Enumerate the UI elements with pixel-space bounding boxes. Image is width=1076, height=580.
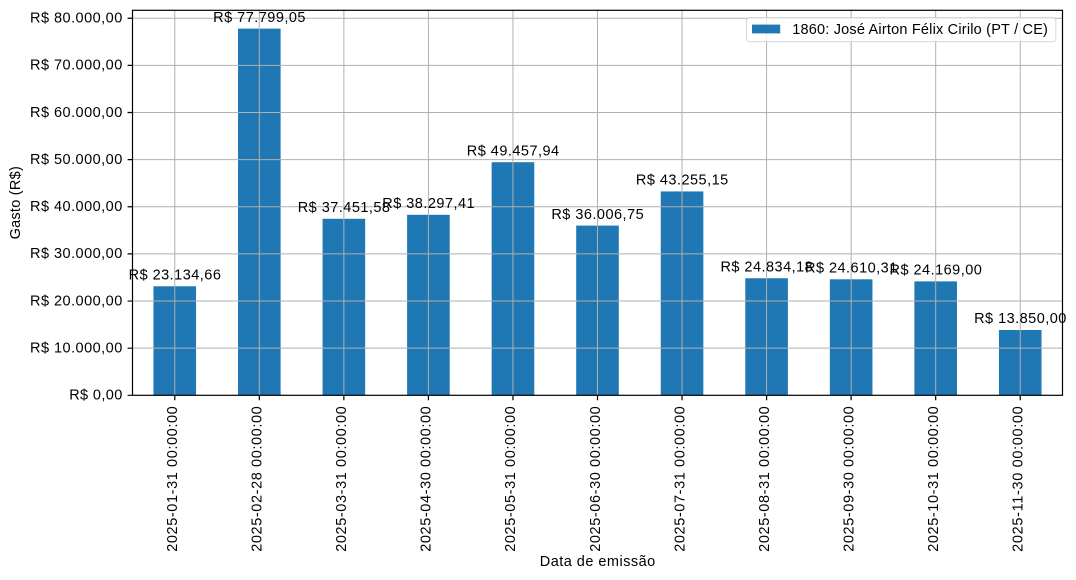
svg-text:R$ 60.000,00: R$ 60.000,00 [30, 105, 122, 121]
svg-text:R$ 24.610,31: R$ 24.610,31 [805, 261, 897, 277]
svg-text:2025-03-31 00:00:00: 2025-03-31 00:00:00 [334, 406, 350, 552]
svg-text:2025-10-31 00:00:00: 2025-10-31 00:00:00 [926, 406, 942, 552]
svg-text:2025-01-31 00:00:00: 2025-01-31 00:00:00 [165, 406, 181, 552]
svg-text:R$ 77.799,05: R$ 77.799,05 [213, 10, 305, 26]
svg-text:R$ 36.006,75: R$ 36.006,75 [551, 207, 643, 223]
svg-text:R$ 38.297,41: R$ 38.297,41 [382, 196, 474, 212]
svg-text:R$ 23.134,66: R$ 23.134,66 [129, 267, 221, 283]
svg-text:Data de emissão: Data de emissão [540, 554, 656, 570]
svg-text:R$ 10.000,00: R$ 10.000,00 [30, 340, 122, 356]
svg-text:1860: José Airton Félix Cirilo: 1860: José Airton Félix Cirilo (PT / CE) [792, 22, 1048, 38]
svg-text:2025-05-31 00:00:00: 2025-05-31 00:00:00 [503, 406, 519, 552]
svg-text:R$ 0,00: R$ 0,00 [69, 388, 122, 404]
svg-text:R$ 24.169,00: R$ 24.169,00 [890, 263, 982, 279]
svg-text:R$ 80.000,00: R$ 80.000,00 [30, 11, 122, 27]
svg-text:2025-04-30 00:00:00: 2025-04-30 00:00:00 [419, 406, 435, 551]
svg-text:2025-02-28 00:00:00: 2025-02-28 00:00:00 [250, 406, 266, 552]
svg-text:Gasto (R$): Gasto (R$) [8, 166, 24, 239]
svg-text:2025-08-31 00:00:00: 2025-08-31 00:00:00 [757, 406, 773, 552]
svg-text:R$ 49.457,94: R$ 49.457,94 [467, 143, 559, 159]
svg-text:R$ 40.000,00: R$ 40.000,00 [30, 199, 122, 215]
svg-text:R$ 50.000,00: R$ 50.000,00 [30, 152, 122, 168]
svg-text:R$ 37.451,58: R$ 37.451,58 [298, 200, 390, 216]
svg-text:R$ 70.000,00: R$ 70.000,00 [30, 58, 122, 74]
svg-text:R$ 30.000,00: R$ 30.000,00 [30, 246, 122, 262]
svg-text:R$ 20.000,00: R$ 20.000,00 [30, 293, 122, 309]
svg-text:2025-07-31 00:00:00: 2025-07-31 00:00:00 [672, 406, 688, 552]
svg-text:2025-11-30 00:00:00: 2025-11-30 00:00:00 [1011, 406, 1027, 552]
svg-text:R$ 43.255,15: R$ 43.255,15 [636, 173, 728, 189]
svg-text:2025-06-30 00:00:00: 2025-06-30 00:00:00 [588, 406, 604, 552]
svg-text:R$ 24.834,18: R$ 24.834,18 [720, 259, 812, 275]
svg-text:R$ 13.850,00: R$ 13.850,00 [974, 311, 1066, 327]
svg-text:2025-09-30 00:00:00: 2025-09-30 00:00:00 [841, 406, 857, 552]
